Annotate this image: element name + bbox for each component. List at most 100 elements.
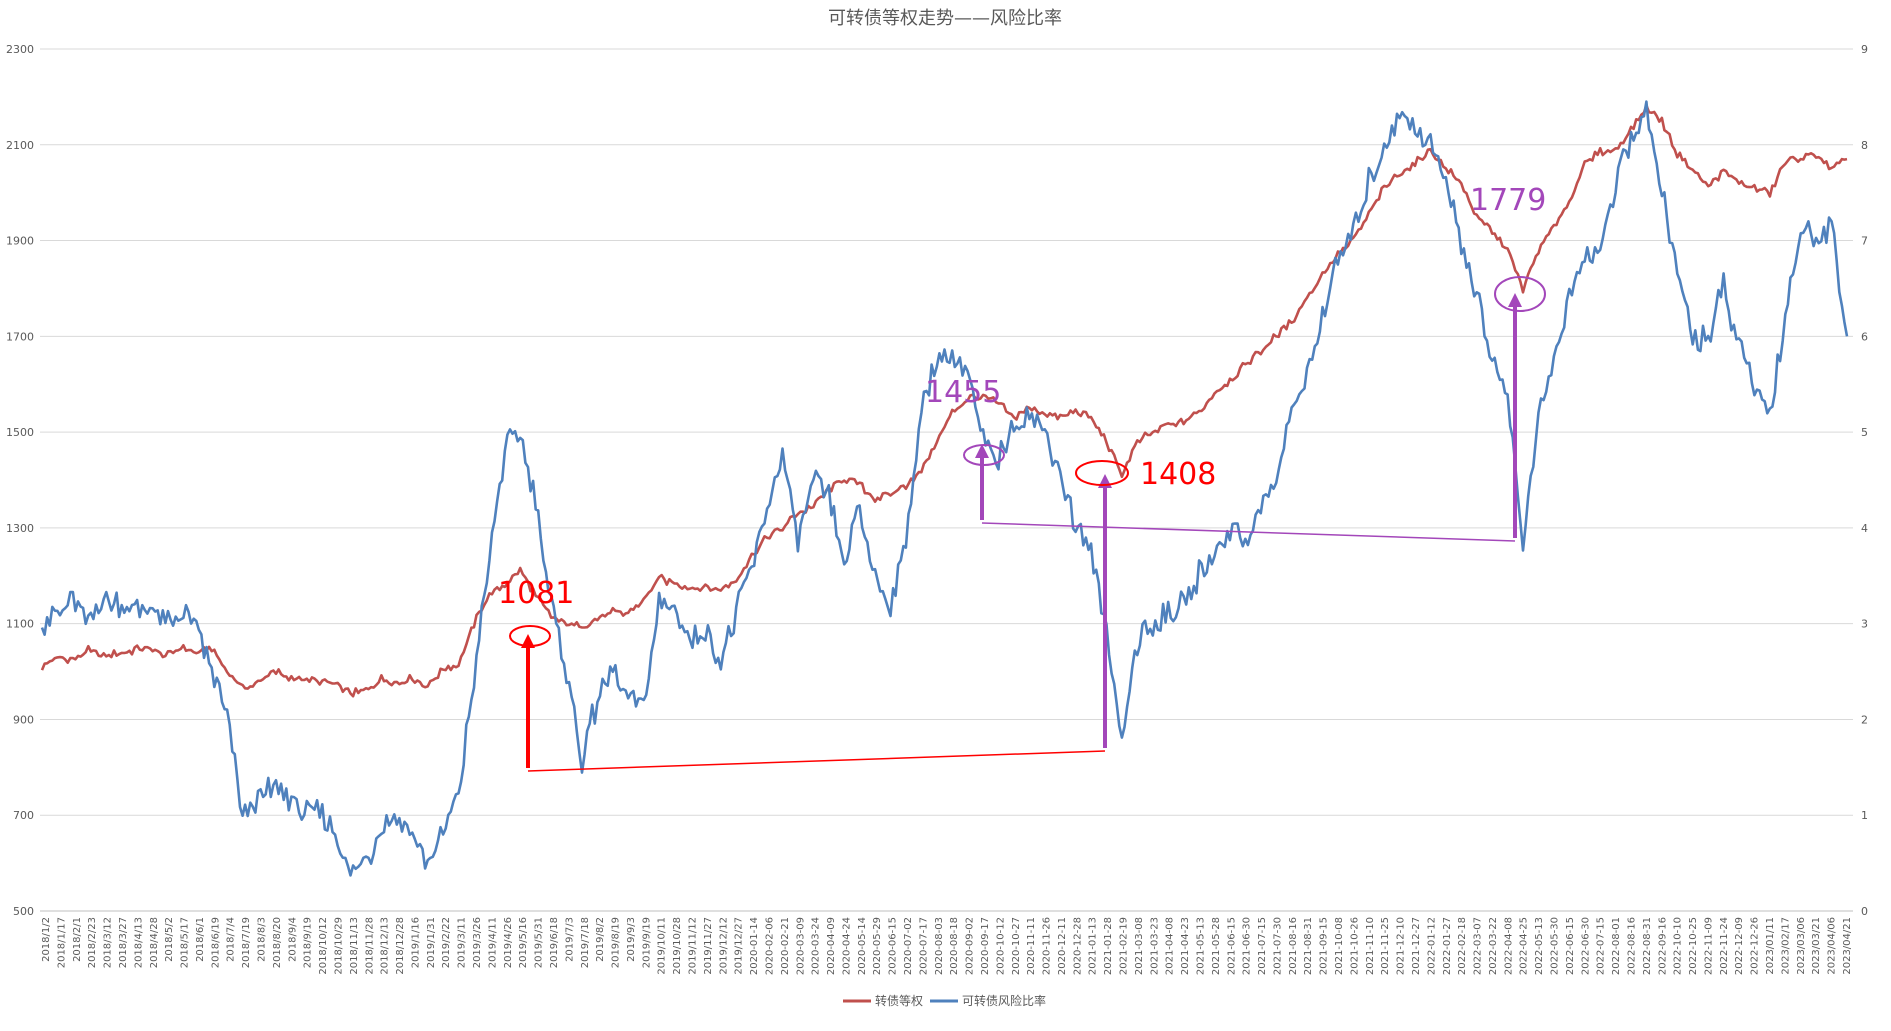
x-tick-label: 2018/5/2 — [164, 917, 175, 962]
x-tick-label: 2018/11/13 — [349, 917, 360, 975]
x-tick-label: 2021-03-08 — [1134, 917, 1145, 975]
x-tick-label: 2021-06-30 — [1242, 917, 1253, 975]
y-left-tick-label: 2100 — [6, 139, 34, 152]
x-tick-label: 2020-02-06 — [764, 917, 775, 975]
x-tick-label: 2019/5/31 — [534, 917, 545, 968]
x-tick-label: 2018/8/20 — [272, 917, 283, 968]
x-tick-label: 2018/3/12 — [103, 917, 114, 968]
x-tick-label: 2022-10-25 — [1688, 917, 1699, 975]
x-tick-label: 2020-02-21 — [780, 917, 791, 975]
x-tick-label: 2021-10-26 — [1349, 917, 1360, 975]
x-tick-label: 2021-04-08 — [1165, 917, 1176, 975]
x-tick-label: 2018/2/1 — [72, 917, 83, 962]
x-tick-label: 2022-04-08 — [1503, 917, 1514, 975]
x-tick-label: 2020-09-17 — [980, 917, 991, 975]
x-tick-label: 2020-09-02 — [965, 917, 976, 975]
trend-line-purple — [981, 522, 1516, 542]
x-tick-label: 2019/6/18 — [549, 917, 560, 968]
x-tick-label: 2018/5/17 — [180, 917, 191, 968]
annotation-label-1779: 1779 — [1470, 183, 1546, 218]
x-tick-label: 2022-05-13 — [1534, 917, 1545, 975]
x-tick-label: 2019/10/11 — [657, 917, 668, 975]
chart-title: 可转债等权走势——风险比率 — [828, 8, 1062, 29]
y-right-tick-label: 1 — [1861, 809, 1868, 822]
x-tick-label: 2018/12/13 — [380, 917, 391, 975]
y-left-tick-label: 1100 — [6, 618, 34, 631]
y-left-tick-label: 2300 — [6, 43, 34, 56]
x-tick-label: 2020-03-24 — [811, 917, 822, 975]
x-tick-label: 2018/10/29 — [333, 917, 344, 975]
y-left-tick-label: 1500 — [6, 426, 34, 439]
x-tick-label: 2021-05-13 — [1195, 917, 1206, 975]
legend: 转债等权 可转债风险比率 — [843, 993, 1046, 1008]
x-tick-label: 2021-02-19 — [1119, 917, 1130, 975]
x-tick-label: 2022-03-22 — [1488, 917, 1499, 975]
x-tick-label: 2021-11-10 — [1365, 917, 1376, 975]
y-axis-right: 0 1 2 3 4 5 6 7 8 9 — [1861, 43, 1868, 918]
y-left-tick-label: 500 — [13, 905, 34, 918]
y-left-tick-label: 700 — [13, 809, 34, 822]
x-tick-label: 2020-08-18 — [949, 917, 960, 975]
x-tick-label: 2018/10/12 — [318, 917, 329, 975]
x-tick-label: 2023/03/06 — [1796, 917, 1807, 975]
x-tick-label: 2019/9/3 — [626, 917, 637, 962]
x-tick-label: 2022-07-15 — [1596, 917, 1607, 975]
x-tick-label: 2021-03-23 — [1149, 917, 1160, 975]
y-right-tick-label: 8 — [1861, 139, 1868, 152]
series-line-1 — [40, 104, 1848, 698]
x-tick-label: 2018/9/19 — [303, 917, 314, 968]
x-tick-label: 2020-11-26 — [1042, 917, 1053, 975]
x-tick-label: 2019/12/12 — [718, 917, 729, 975]
x-tick-label: 2019/8/2 — [595, 917, 606, 962]
series-line-2 — [40, 100, 1849, 877]
annotation-label-1081: 1081 — [498, 576, 574, 611]
x-tick-label: 2022-06-15 — [1565, 917, 1576, 975]
x-tick-label: 2020-05-29 — [872, 917, 883, 975]
y-left-tick-label: 900 — [13, 713, 34, 726]
x-tick-label: 2020-04-09 — [826, 917, 837, 975]
x-tick-label: 2018/9/4 — [287, 917, 298, 962]
x-tick-label: 2018/12/28 — [395, 917, 406, 975]
y-right-tick-label: 2 — [1861, 713, 1868, 726]
x-tick-label: 2018/2/23 — [87, 917, 98, 968]
y-left-tick-label: 1300 — [6, 522, 34, 535]
x-tick-label: 2021-04-23 — [1180, 917, 1191, 975]
x-tick-label: 2019/7/3 — [564, 917, 575, 962]
x-tick-label: 2021-08-16 — [1288, 917, 1299, 975]
x-tick-label: 2020-07-17 — [918, 917, 929, 975]
x-tick-label: 2022-11-24 — [1719, 917, 1730, 975]
x-tick-label: 2018/3/27 — [118, 917, 129, 968]
x-tick-label: 2020-01-14 — [749, 917, 760, 975]
x-tick-label: 2022-11-09 — [1703, 917, 1714, 975]
x-tick-label: 2021-10-08 — [1334, 917, 1345, 975]
x-tick-label: 2023/03/21 — [1811, 917, 1822, 975]
x-tick-label: 2022-09-16 — [1657, 917, 1668, 975]
gridlines — [40, 48, 1853, 912]
x-tick-label: 2021-05-28 — [1211, 917, 1222, 975]
legend-label-series-1: 转债等权 — [875, 993, 923, 1008]
x-tick-label: 2021-07-15 — [1257, 917, 1268, 975]
marker-ellipse-1081 — [509, 625, 551, 647]
marker-ellipse-1779 — [1494, 276, 1546, 312]
x-tick-label: 2020-04-24 — [841, 917, 852, 975]
y-left-tick-label: 1700 — [6, 330, 34, 343]
x-tick-label: 2020-08-03 — [934, 917, 945, 975]
x-tick-label: 2021-08-31 — [1303, 917, 1314, 975]
x-tick-label: 2019/7/18 — [580, 917, 591, 968]
x-tick-label: 2022-06-30 — [1580, 917, 1591, 975]
x-axis: 2018/1/2 2018/1/17 2018/2/1 2018/2/23 2018/3… — [41, 917, 1853, 975]
x-tick-label: 2019/5/16 — [518, 917, 529, 968]
x-tick-label: 2020-12-11 — [1057, 917, 1068, 975]
y-right-tick-label: 9 — [1861, 43, 1868, 56]
x-tick-label: 2019/4/11 — [487, 917, 498, 968]
x-tick-label: 2021-01-13 — [1088, 917, 1099, 975]
x-tick-label: 2018/1/2 — [41, 917, 52, 962]
x-tick-label: 2018/1/17 — [56, 917, 67, 968]
x-tick-label: 2018/8/3 — [257, 917, 268, 962]
marker-ellipse-1455 — [963, 444, 1005, 466]
x-tick-label: 2020-07-02 — [903, 917, 914, 975]
x-tick-label: 2022-05-30 — [1550, 917, 1561, 975]
